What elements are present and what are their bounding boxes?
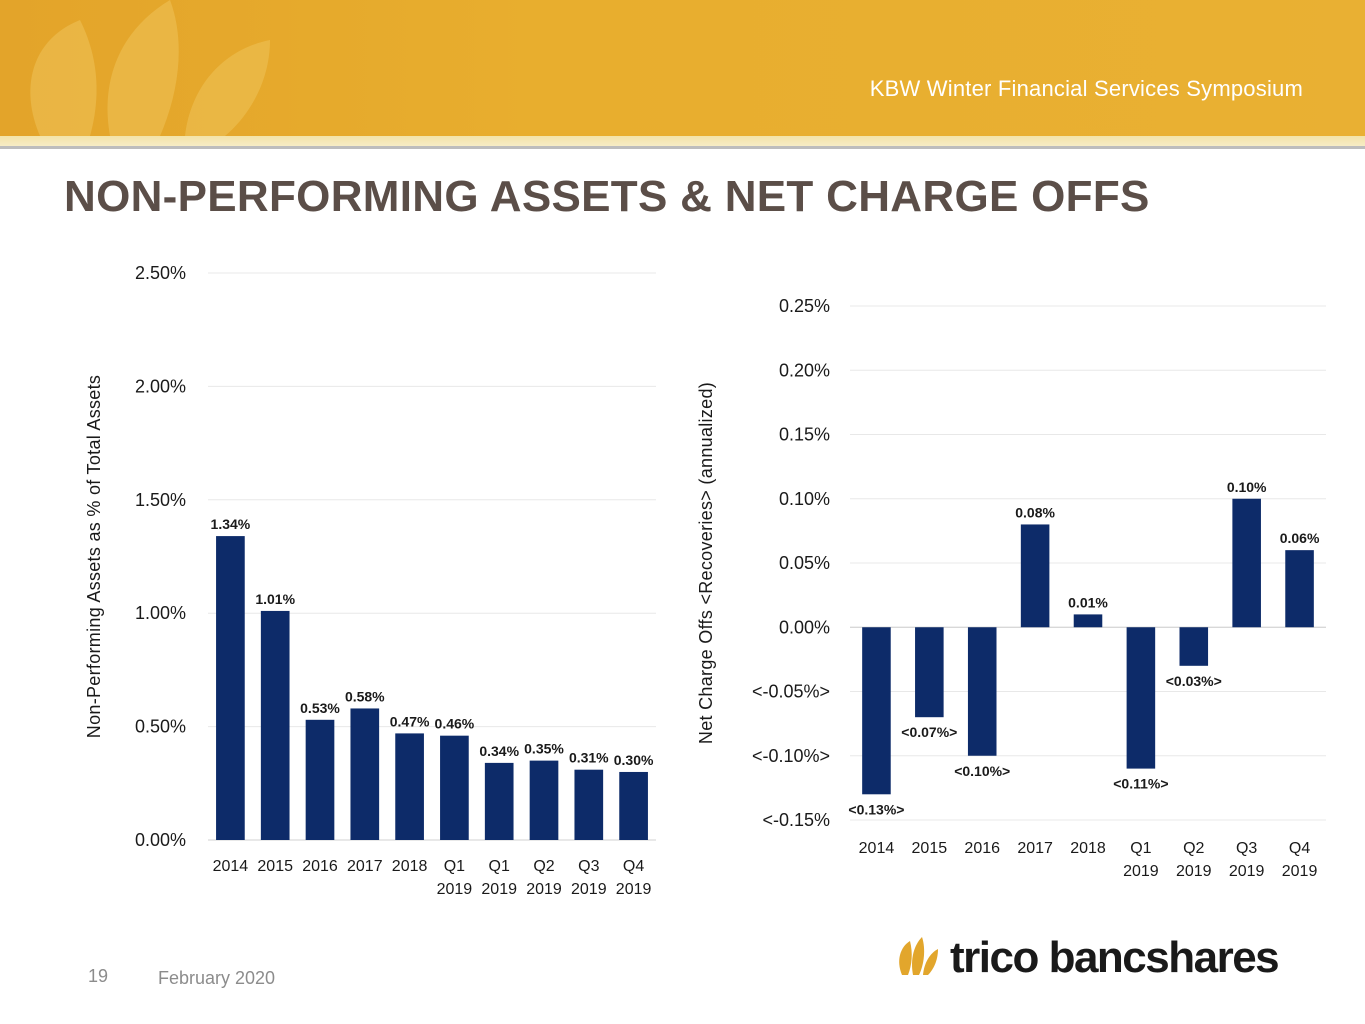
nco-x-tick-label: 2019 [1229, 863, 1265, 880]
npa-y-tick-label: 1.00% [135, 603, 186, 623]
npa-bar [395, 733, 424, 840]
nco-y-tick-label: <-0.10%> [752, 746, 830, 766]
npa-data-label: 1.34% [211, 516, 251, 532]
banner-divider [0, 146, 1365, 149]
npa-bar-chart: 0.00% 0.50% 1.00% 1.50% 2.00% 2.50% Non-Perfor… [84, 263, 656, 898]
wheat-watermark-icon [30, 0, 270, 136]
nco-data-label: <0.10%> [954, 763, 1010, 779]
npa-x-tick-label: Q2 [533, 858, 554, 875]
page-number: 19 [88, 966, 109, 986]
nco-y-tick-label: 0.10% [779, 489, 830, 509]
npa-x-tick-label: 2017 [347, 858, 383, 875]
nco-x-tick-label: 2016 [964, 840, 1000, 857]
nco-y-tick-label: <-0.15% [762, 810, 830, 830]
nco-bar [915, 627, 944, 718]
nco-bar [862, 627, 891, 795]
npa-data-label: 0.46% [435, 716, 475, 732]
nco-x-tick-label: 2014 [859, 840, 895, 857]
npa-data-label: 0.58% [345, 688, 385, 704]
npa-x-tick-label: 2019 [571, 881, 607, 898]
banner-strip [0, 136, 1365, 146]
nco-bar [1020, 524, 1050, 628]
nco-x-tick-label: Q1 [1130, 840, 1151, 857]
npa-bar [619, 771, 648, 840]
nco-x-tick-label: Q2 [1183, 840, 1204, 857]
npa-x-tick-label: 2018 [392, 858, 428, 875]
npa-bar [216, 536, 245, 840]
npa-y-tick-label: 2.50% [135, 263, 186, 283]
nco-x-tick-label: Q3 [1236, 840, 1257, 857]
npa-y-tick-label: 2.00% [135, 376, 186, 396]
nco-x-tick-label: 2019 [1176, 863, 1212, 880]
npa-x-tick-label: 2015 [257, 858, 293, 875]
npa-x-tick-label: Q1 [444, 858, 465, 875]
npa-x-tick-label: 2014 [213, 858, 249, 875]
npa-bar [350, 708, 380, 840]
nco-y-tick-label: <-0.05%> [752, 682, 830, 702]
npa-x-tick-label: 2016 [302, 858, 338, 875]
npa-data-label: 0.35% [524, 741, 564, 757]
nco-y-tick-label: 0.00% [779, 617, 830, 637]
npa-bar [484, 762, 514, 840]
nco-y-tick-label: 0.25% [779, 296, 830, 316]
npa-bar [440, 735, 469, 840]
nco-x-tick-label: 2018 [1070, 840, 1106, 857]
npa-x-tick-label: 2019 [526, 881, 562, 898]
npa-y-axis-label: Non-Performing Assets as % of Total Asse… [84, 375, 104, 738]
nco-x-tick-label: Q4 [1289, 840, 1310, 857]
npa-x-tick-label: Q1 [489, 858, 510, 875]
nco-x-tick-label: 2019 [1123, 863, 1159, 880]
npa-bar [529, 760, 559, 840]
nco-bar [1073, 614, 1103, 628]
npa-data-label: 0.30% [614, 752, 654, 768]
company-logo: trico bancshares [894, 930, 1280, 986]
npa-x-tick-label: Q4 [623, 858, 644, 875]
slide-title: NON-PERFORMING ASSETS & NET CHARGE OFFS [64, 172, 1150, 221]
npa-x-tick-label: 2019 [437, 881, 473, 898]
nco-bar-chart: <-0.15% <-0.10%> <-0.05%> 0.00% 0.05% 0.10% 0.… [696, 296, 1326, 880]
nco-data-label: <0.11%> [1113, 776, 1168, 792]
header-banner: KBW Winter Financial Services Symposium [0, 0, 1365, 136]
wheat-logo-icon [899, 937, 938, 975]
nco-bar [1232, 498, 1261, 628]
npa-bar [260, 610, 290, 840]
npa-y-tick-label: 1.50% [135, 490, 186, 510]
nco-y-tick-label: 0.15% [779, 425, 830, 445]
npa-x-tick-label: 2019 [616, 881, 652, 898]
footer-date: February 2020 [158, 968, 276, 988]
npa-bar [305, 719, 335, 840]
npa-data-label: 1.01% [255, 591, 295, 607]
npa-x-tick-label: 2019 [481, 881, 517, 898]
npa-y-tick-label: 0.00% [135, 830, 186, 850]
company-name: trico bancshares [950, 933, 1280, 982]
nco-y-axis-label: Net Charge Offs <Recoveries> (annualized… [696, 382, 716, 744]
nco-data-label: <0.13%> [848, 801, 904, 817]
nco-data-label: <0.07%> [901, 724, 957, 740]
npa-y-tick-label: 0.50% [135, 717, 186, 737]
nco-y-tick-label: 0.05% [779, 553, 830, 573]
nco-x-tick-label: 2019 [1282, 863, 1318, 880]
npa-data-label: 0.53% [300, 700, 340, 716]
nco-y-tick-label: 0.20% [779, 360, 830, 380]
nco-data-label: 0.08% [1015, 504, 1055, 520]
nco-data-label: 0.06% [1280, 530, 1320, 546]
npa-data-label: 0.31% [569, 750, 609, 766]
npa-data-label: 0.34% [479, 743, 519, 759]
nco-x-tick-label: 2015 [912, 840, 948, 857]
npa-data-label: 0.47% [390, 713, 430, 729]
event-title: KBW Winter Financial Services Symposium [869, 76, 1303, 101]
nco-x-tick-label: 2017 [1017, 840, 1053, 857]
nco-bar [1126, 627, 1156, 769]
npa-x-tick-label: Q3 [578, 858, 599, 875]
nco-data-label: <0.03%> [1166, 673, 1222, 689]
npa-bar [574, 769, 604, 840]
nco-data-label: 0.01% [1068, 594, 1108, 610]
nco-bar [967, 627, 997, 756]
nco-data-label: 0.10% [1227, 479, 1267, 495]
nco-bar [1179, 627, 1209, 666]
nco-bar [1285, 550, 1314, 628]
